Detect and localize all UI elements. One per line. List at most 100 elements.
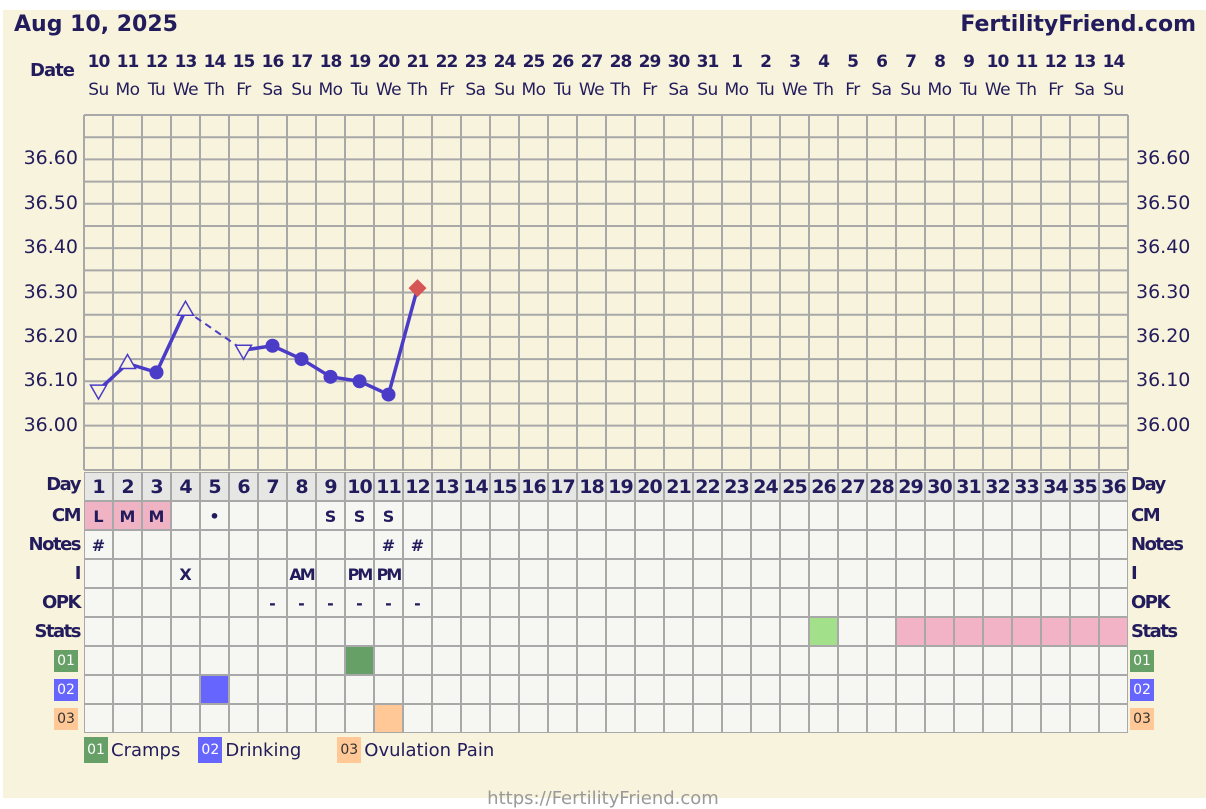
cell-opk[interactable] [519,588,548,617]
cell-stats[interactable] [287,617,316,646]
cell-01[interactable] [664,646,693,675]
cell-02[interactable] [113,675,142,704]
cell-03[interactable] [258,704,287,733]
cell-opk[interactable] [896,588,925,617]
cell-03[interactable] [84,704,113,733]
cell-i[interactable] [1099,559,1128,588]
cell-stats[interactable] [954,617,983,646]
cell-notes[interactable] [896,530,925,559]
cell-opk[interactable] [780,588,809,617]
cell-opk[interactable] [1099,588,1128,617]
cell-02[interactable] [780,675,809,704]
cell-i[interactable] [722,559,751,588]
cell-01[interactable] [345,646,374,675]
cell-i[interactable] [490,559,519,588]
cell-cm[interactable] [1041,501,1070,530]
cell-notes[interactable] [867,530,896,559]
cell-03[interactable] [896,704,925,733]
cell-stats[interactable] [780,617,809,646]
cell-notes[interactable] [519,530,548,559]
cell-i[interactable] [693,559,722,588]
cell-01[interactable] [896,646,925,675]
cell-03[interactable] [751,704,780,733]
cell-i[interactable] [432,559,461,588]
cell-01[interactable] [113,646,142,675]
cell-i[interactable] [142,559,171,588]
cell-i[interactable] [954,559,983,588]
cell-cm[interactable] [1012,501,1041,530]
cell-i[interactable]: PM [374,559,403,588]
cell-i[interactable] [925,559,954,588]
cell-01[interactable] [780,646,809,675]
cell-opk[interactable] [113,588,142,617]
cell-01[interactable] [1099,646,1128,675]
cell-notes[interactable] [287,530,316,559]
cell-cm[interactable] [490,501,519,530]
cell-stats[interactable] [432,617,461,646]
cell-01[interactable] [809,646,838,675]
cell-i[interactable] [548,559,577,588]
cell-notes[interactable] [954,530,983,559]
cell-stats[interactable] [838,617,867,646]
cell-cm[interactable] [983,501,1012,530]
cell-notes[interactable] [751,530,780,559]
cell-notes[interactable] [229,530,258,559]
cell-02[interactable] [403,675,432,704]
cell-01[interactable] [432,646,461,675]
cell-02[interactable] [1099,675,1128,704]
cell-02[interactable] [258,675,287,704]
cell-01[interactable] [287,646,316,675]
cell-stats[interactable] [1041,617,1070,646]
cell-03[interactable] [722,704,751,733]
cell-02[interactable] [461,675,490,704]
cell-notes[interactable]: # [374,530,403,559]
cell-cm[interactable] [838,501,867,530]
cell-02[interactable] [84,675,113,704]
cell-i[interactable] [461,559,490,588]
cell-notes[interactable] [171,530,200,559]
cell-cm[interactable] [606,501,635,530]
cell-02[interactable] [809,675,838,704]
cell-stats[interactable] [548,617,577,646]
cell-02[interactable] [896,675,925,704]
cell-03[interactable] [693,704,722,733]
cell-opk[interactable] [983,588,1012,617]
cell-03[interactable] [954,704,983,733]
cell-03[interactable] [490,704,519,733]
cell-cm[interactable] [780,501,809,530]
cell-stats[interactable] [635,617,664,646]
cell-cm[interactable]: S [374,501,403,530]
cell-opk[interactable] [751,588,780,617]
cell-03[interactable] [113,704,142,733]
cell-03[interactable] [577,704,606,733]
cell-notes[interactable] [1099,530,1128,559]
cell-02[interactable] [954,675,983,704]
cell-03[interactable] [780,704,809,733]
cell-cm[interactable] [548,501,577,530]
cell-i[interactable]: PM [345,559,374,588]
cell-01[interactable] [461,646,490,675]
cell-02[interactable] [635,675,664,704]
cell-01[interactable] [548,646,577,675]
cell-i[interactable] [780,559,809,588]
cell-02[interactable] [693,675,722,704]
cell-cm[interactable] [461,501,490,530]
cell-stats[interactable] [606,617,635,646]
cell-opk[interactable] [693,588,722,617]
cell-01[interactable] [258,646,287,675]
cell-i[interactable] [983,559,1012,588]
cell-cm[interactable] [432,501,461,530]
cell-02[interactable] [345,675,374,704]
cell-01[interactable] [200,646,229,675]
cell-opk[interactable] [606,588,635,617]
cell-stats[interactable] [316,617,345,646]
cell-02[interactable] [490,675,519,704]
cell-cm[interactable]: • [200,501,229,530]
cell-stats[interactable] [258,617,287,646]
cell-02[interactable] [548,675,577,704]
cell-opk[interactable] [925,588,954,617]
cell-stats[interactable] [867,617,896,646]
cell-i[interactable] [1041,559,1070,588]
cell-cm[interactable] [925,501,954,530]
cell-opk[interactable] [635,588,664,617]
